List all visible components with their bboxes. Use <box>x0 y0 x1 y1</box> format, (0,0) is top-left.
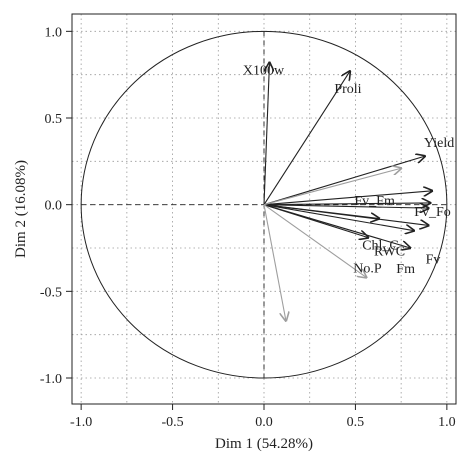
arrow-no-p <box>263 204 368 238</box>
y-tick-label: 1.0 <box>45 25 63 40</box>
label-no-p: No.P <box>353 262 382 277</box>
y-tick-label: 0.5 <box>45 112 63 127</box>
arrow-supplementary <box>263 204 366 278</box>
correlation-circle <box>80 30 448 379</box>
y-tick-label: 0.0 <box>45 199 63 214</box>
label-fv-fm: Fv_Fm <box>354 194 395 209</box>
arrow-yield <box>263 156 425 206</box>
label-proli: Proli <box>334 82 361 97</box>
x-axis-title: Dim 1 (54.28%) <box>215 436 313 452</box>
arrow-proli <box>263 71 350 205</box>
label-fv-fo: Fv_Fo <box>414 205 451 220</box>
x-tick-label: 0.0 <box>255 415 273 430</box>
arrow-supplementary <box>263 205 429 208</box>
arrow-x100w <box>263 63 269 205</box>
arrow-chl-c <box>263 204 379 219</box>
x-axis: -1.0 -0.5 0.0 0.5 1.0 <box>70 404 456 430</box>
label-chl-c: Chl_C <box>362 239 399 254</box>
y-axis-title: Dim 2 (16.08%) <box>13 160 29 258</box>
label-yield: Yield <box>424 136 454 151</box>
label-fv: Fv <box>426 252 441 267</box>
y-tick-label: -1.0 <box>40 372 62 387</box>
x-tick-label: 0.5 <box>347 415 365 430</box>
label-x100w: X100w <box>243 64 285 79</box>
y-axis: -1.0 -0.5 0.0 0.5 1.0 <box>40 25 72 387</box>
arrow-fv-fo <box>263 191 432 206</box>
variable-arrows <box>263 63 432 321</box>
arrow-fv-fm <box>263 203 430 205</box>
x-tick-label: 1.0 <box>438 415 456 430</box>
label-rwc: RWC <box>374 245 405 260</box>
x-tick-label: -1.0 <box>70 415 92 430</box>
unit-circle <box>80 30 448 379</box>
arrow-supplementary <box>263 168 401 206</box>
label-fm: Fm <box>396 262 415 277</box>
arrow-supplementary <box>263 204 286 321</box>
y-tick-label: -0.5 <box>40 285 62 300</box>
arrow-rwc <box>263 204 414 231</box>
x-tick-label: -0.5 <box>161 415 183 430</box>
